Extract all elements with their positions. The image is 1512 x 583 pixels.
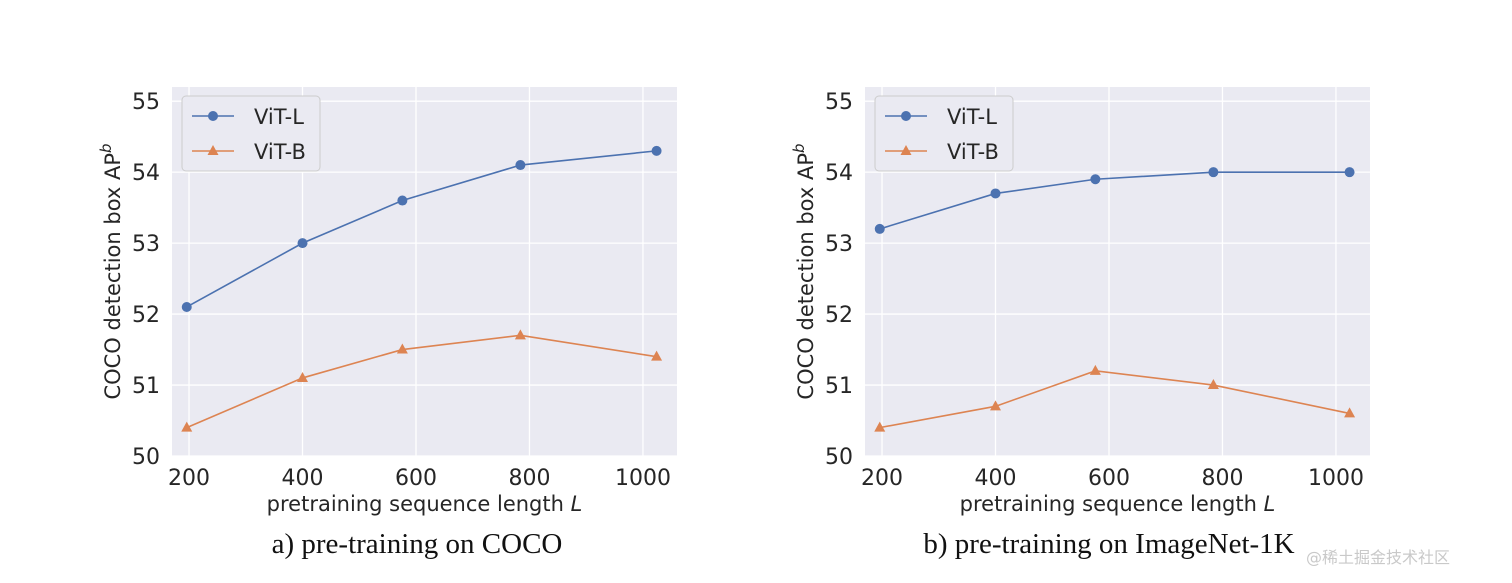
data-point-vit-l: [397, 195, 408, 206]
y-tick-label: 54: [132, 161, 160, 186]
caption-b: b) pre-training on ImageNet-1K: [923, 528, 1295, 560]
legend: ViT-L ViT-B: [874, 95, 1014, 172]
y-tick-label: 55: [132, 90, 160, 115]
data-point-vit-l: [651, 145, 662, 156]
y-axis-label-superscript: b: [790, 143, 808, 153]
data-point-vit-l: [1344, 167, 1355, 178]
x-axis-label-text: pretraining sequence length: [960, 492, 1264, 516]
y-tick-label: 50: [825, 445, 853, 470]
legend-marker-vit-l: [901, 111, 911, 121]
watermark: @稀土掘金技术社区: [1306, 548, 1451, 567]
data-point-vit-l: [874, 223, 885, 234]
data-point-vit-b: [297, 371, 309, 382]
x-axis-label-variable: L: [571, 492, 583, 516]
y-tick-label: 52: [825, 303, 853, 328]
y-tick-label: 51: [132, 374, 160, 399]
legend-label-vit-b: ViT-B: [947, 140, 999, 164]
y-axis-label-superscript: b: [97, 143, 115, 153]
x-tick-label: 200: [168, 466, 210, 491]
data-point-vit-b: [1089, 364, 1101, 375]
x-axis-label-text: pretraining sequence length: [267, 492, 571, 516]
y-tick-label: 53: [132, 232, 160, 257]
data-point-vit-b: [396, 343, 408, 354]
data-point-vit-b: [181, 421, 193, 432]
x-tick-label: 800: [508, 466, 550, 491]
caption-a: a) pre-training on COCO: [271, 528, 563, 560]
data-point-vit-l: [515, 160, 526, 171]
legend-label-vit-l: ViT-L: [947, 105, 997, 129]
data-point-vit-b: [651, 350, 663, 361]
y-tick-label: 55: [825, 90, 853, 115]
data-point-vit-l: [1208, 167, 1219, 178]
data-point-vit-l: [990, 188, 1001, 199]
y-axis-label-text: COCO detection box AP: [794, 153, 818, 400]
y-axis-label-text: COCO detection box AP: [101, 153, 125, 400]
chart-panel-a: 50 51 52 53 54 55 200 400 600 800 1000 pretraining …: [97, 87, 677, 516]
data-point-vit-l: [181, 301, 192, 312]
data-point-vit-b: [514, 329, 526, 340]
legend-marker-vit-b: [900, 145, 912, 155]
x-tick-label: 200: [861, 466, 903, 491]
y-tick-label: 54: [825, 161, 853, 186]
data-point-vit-b: [1344, 407, 1356, 418]
y-tick-label: 52: [132, 303, 160, 328]
x-tick-label: 1000: [615, 466, 671, 491]
legend-marker-vit-l: [208, 111, 218, 121]
y-tick-label: 53: [825, 232, 853, 257]
x-axis-label: pretraining sequence length L: [267, 492, 583, 516]
x-tick-label: 600: [395, 466, 437, 491]
x-tick-label: 600: [1088, 466, 1130, 491]
legend-marker-vit-b: [207, 145, 219, 155]
x-tick-label: 800: [1201, 466, 1243, 491]
x-tick-label: 1000: [1308, 466, 1364, 491]
data-point-vit-b: [990, 400, 1002, 411]
y-axis-label: COCO detection box APb: [97, 143, 125, 399]
legend: ViT-L ViT-B: [181, 95, 321, 172]
y-axis-label: COCO detection box APb: [790, 143, 818, 399]
chart-panel-b: 50 51 52 53 54 55 200 400 600 800 1000 pretraining …: [790, 87, 1370, 516]
x-axis-label-variable: L: [1264, 492, 1276, 516]
data-point-vit-l: [1090, 174, 1101, 185]
x-axis-label: pretraining sequence length L: [960, 492, 1276, 516]
data-point-vit-b: [874, 421, 886, 432]
legend-label-vit-l: ViT-L: [254, 105, 304, 129]
x-tick-label: 400: [282, 466, 324, 491]
data-point-vit-l: [297, 238, 308, 249]
x-tick-label: 400: [975, 466, 1017, 491]
legend-label-vit-b: ViT-B: [254, 140, 306, 164]
y-tick-label: 50: [132, 445, 160, 470]
data-point-vit-b: [1207, 379, 1219, 390]
y-tick-label: 51: [825, 374, 853, 399]
